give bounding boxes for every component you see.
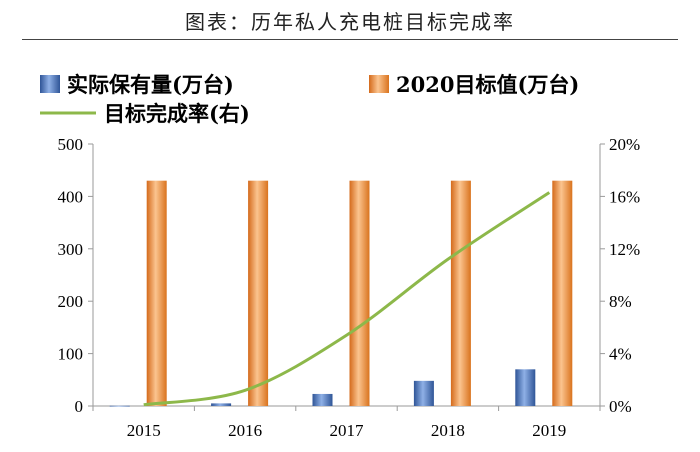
y-tick-label-left: 400 [58,187,84,206]
y-tick-label-right: 12% [609,240,640,259]
bar-actual [413,380,434,406]
bar-target [248,180,269,406]
bar-actual [312,393,333,406]
legend-label-target: 2020目标值(万台) [396,72,579,97]
y-tick-label-left: 0 [75,397,84,416]
x-tick-label: 2016 [228,421,262,440]
y-tick-label-right: 0% [609,397,632,416]
legend: 实际保有量(万台) 2020目标值(万台) 目标完成率(右) [40,72,579,126]
bar-actual [109,405,130,407]
x-tick-label: 2015 [127,421,161,440]
legend-label-rate: 目标完成率(右) [104,101,250,126]
y-tick-label-right: 4% [609,345,632,364]
bar-target [450,180,471,406]
x-tick-label: 2017 [330,421,365,440]
title-rule [22,39,678,40]
y-tick-label-left: 500 [58,135,84,154]
y-tick-label-left: 300 [58,240,84,259]
chart-title: 图表：历年私人充电桩目标完成率 [185,10,515,34]
line-completion-rate [143,191,551,407]
bar-actual [211,403,232,406]
y-tick-label-left: 100 [58,345,84,364]
x-tick-label: 2018 [431,421,465,440]
y-tick-label-right: 20% [609,135,640,154]
x-tick-label: 2019 [532,421,566,440]
y-tick-label-right: 8% [609,292,632,311]
legend-swatch-actual [40,75,60,93]
bar-actual [515,369,536,406]
y-tick-label-left: 200 [58,292,84,311]
bar-target [349,180,370,406]
bar-target [552,180,573,406]
bar-target [146,180,167,406]
y-tick-label-right: 16% [609,187,640,206]
legend-swatch-target [369,75,389,93]
legend-label-actual: 实际保有量(万台) [67,72,234,97]
